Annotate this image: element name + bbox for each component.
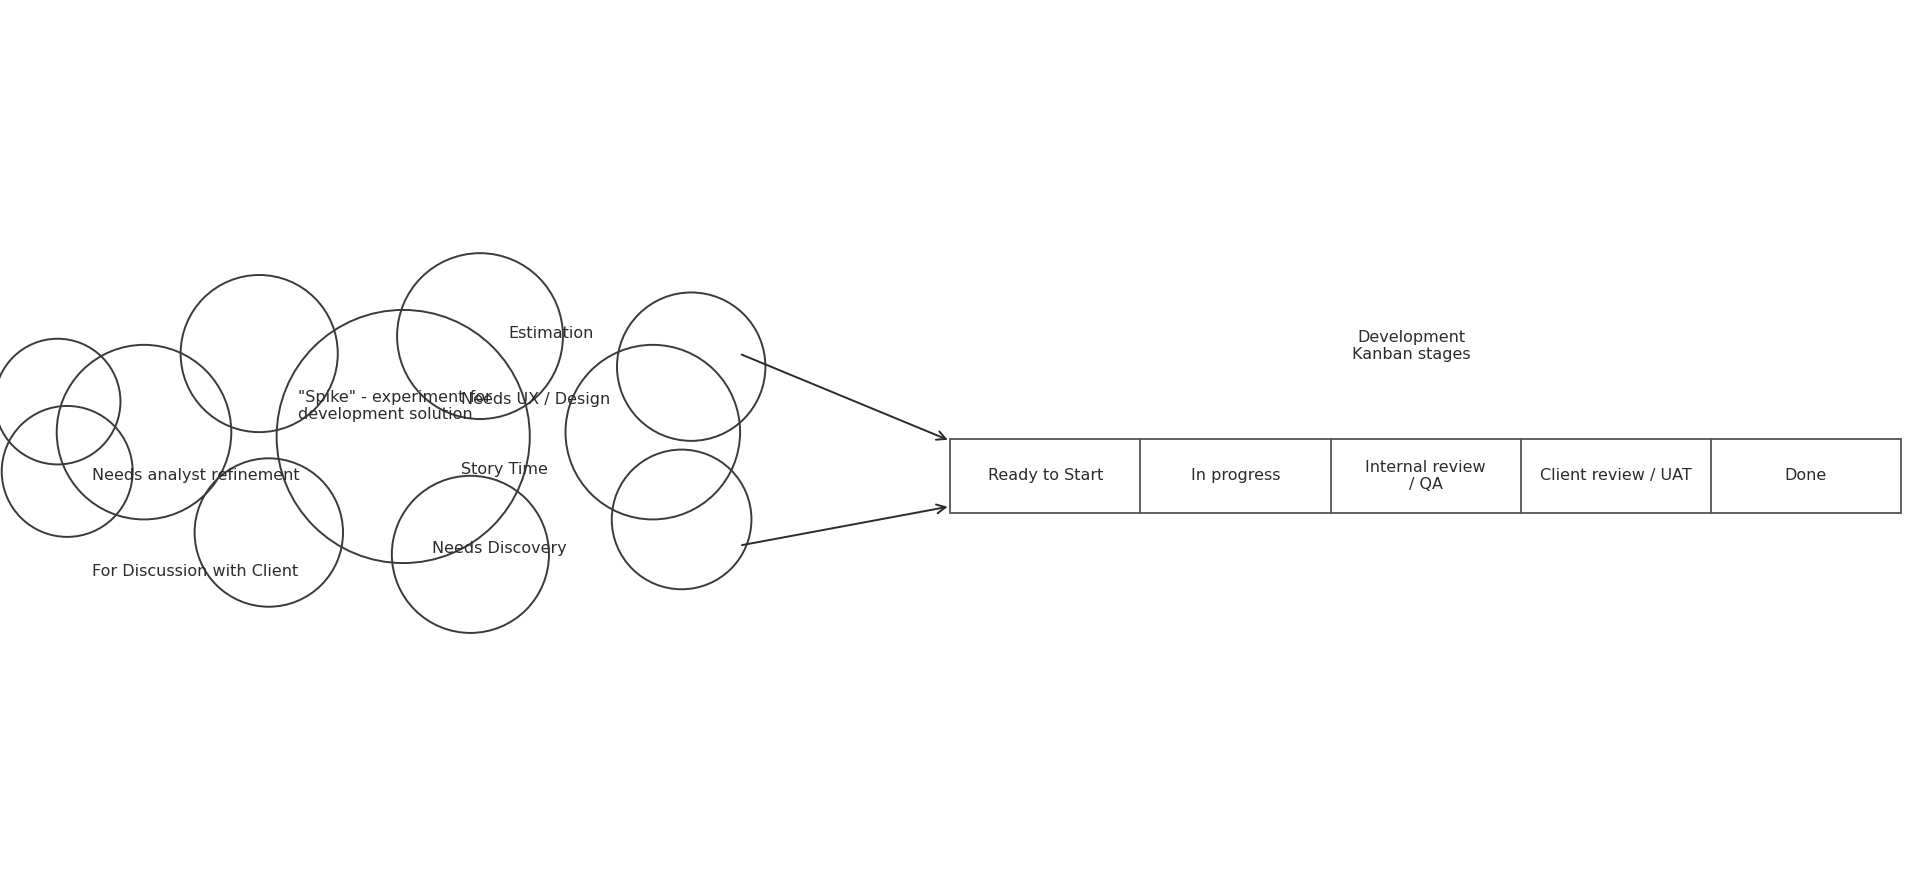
Ellipse shape	[566, 345, 739, 519]
Text: Ready to Start: Ready to Start	[987, 468, 1104, 484]
Text: "Spike" - experiment for
development solution: "Spike" - experiment for development sol…	[298, 389, 492, 423]
Text: Story Time: Story Time	[461, 462, 547, 478]
Text: Estimation: Estimation	[509, 326, 593, 341]
Ellipse shape	[180, 275, 338, 432]
Text: Done: Done	[1784, 468, 1828, 484]
Ellipse shape	[612, 450, 751, 589]
Text: In progress: In progress	[1190, 468, 1281, 484]
Text: Needs analyst refinement: Needs analyst refinement	[92, 468, 300, 484]
Text: Needs UX / Design: Needs UX / Design	[461, 392, 611, 408]
Ellipse shape	[0, 339, 121, 464]
Ellipse shape	[397, 253, 563, 419]
Text: Internal review
/ QA: Internal review / QA	[1365, 459, 1486, 492]
Ellipse shape	[616, 292, 766, 441]
Ellipse shape	[392, 476, 549, 633]
Ellipse shape	[58, 345, 230, 519]
Ellipse shape	[2, 406, 132, 537]
Text: For Discussion with Client: For Discussion with Client	[92, 564, 298, 580]
Ellipse shape	[276, 310, 530, 563]
Text: Needs Discovery: Needs Discovery	[432, 540, 566, 556]
Text: Client review / UAT: Client review / UAT	[1540, 468, 1692, 484]
Ellipse shape	[194, 458, 344, 607]
Bar	[950, 438, 1901, 512]
Text: Development
Kanban stages: Development Kanban stages	[1352, 330, 1471, 362]
